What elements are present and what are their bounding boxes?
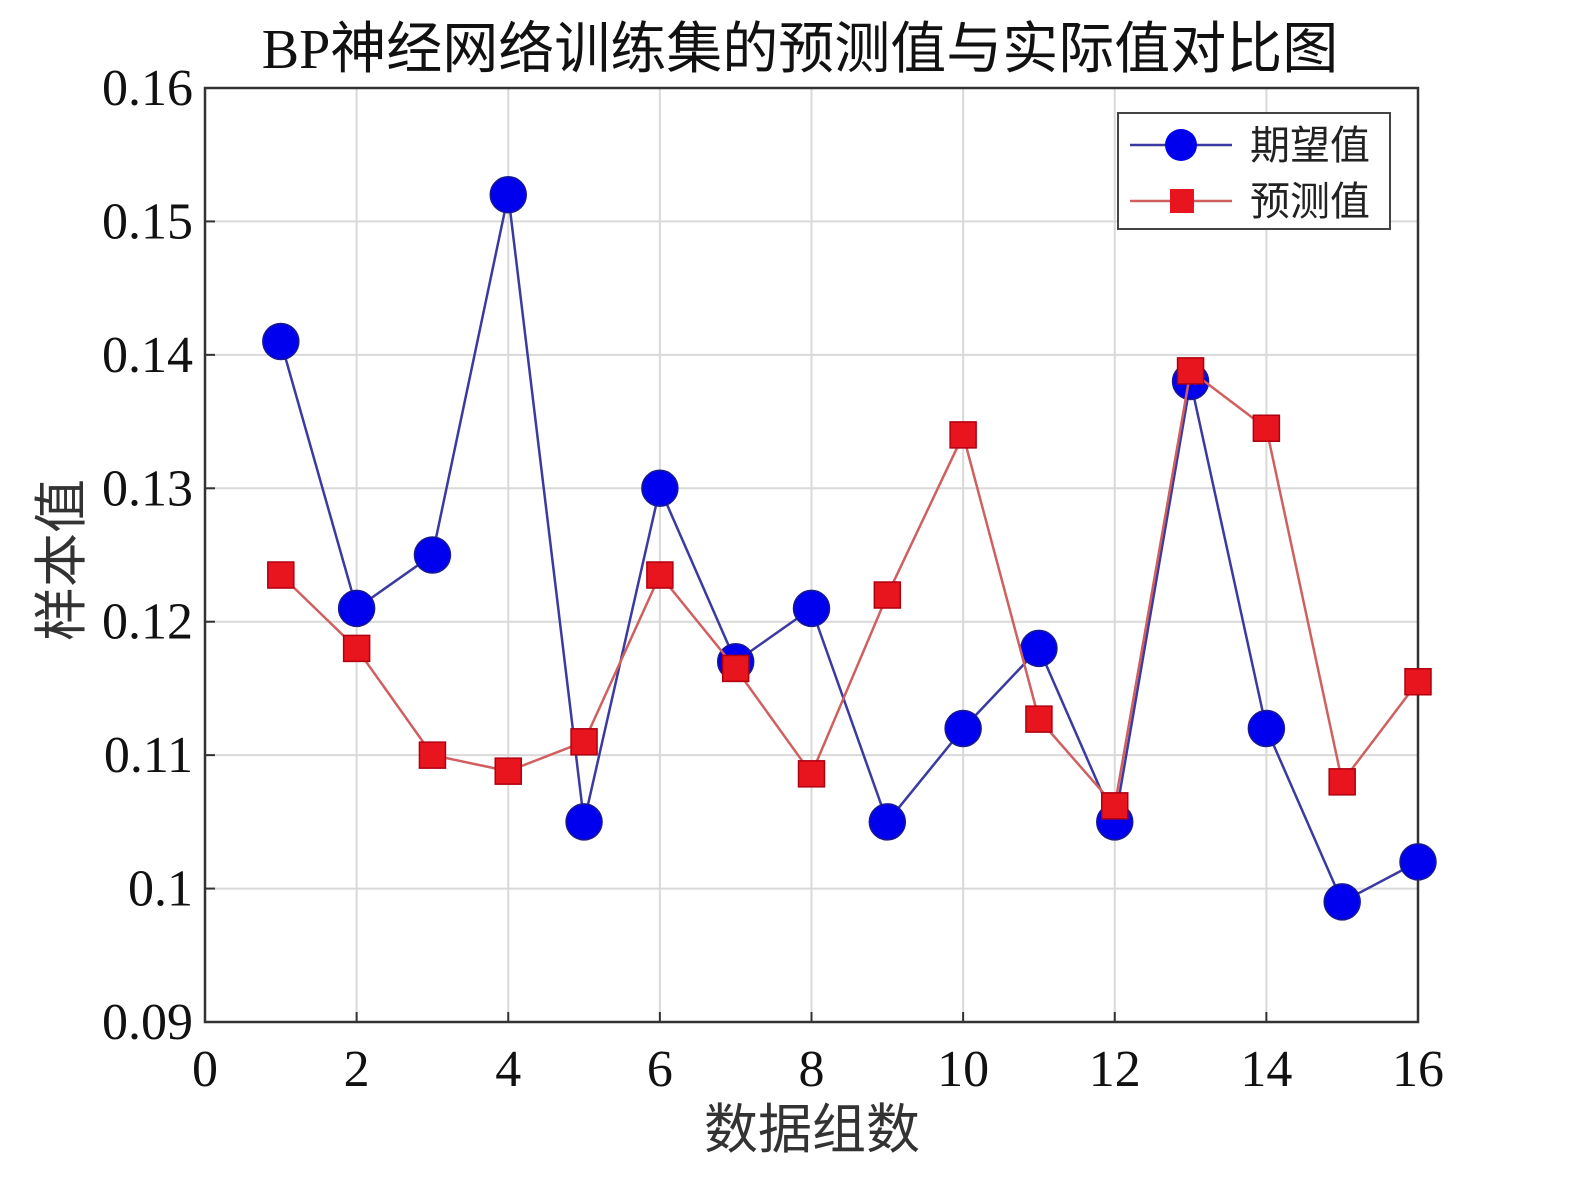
data-point [570,728,598,756]
data-point [944,709,982,748]
data-point [1323,883,1361,921]
legend-box [1117,112,1391,230]
data-point [641,469,679,508]
y-tick-label: 0.12 [102,594,193,651]
y-tick-label: 0.11 [104,727,193,784]
data-point [1399,843,1437,881]
data-point [1176,357,1205,385]
data-point [262,322,300,361]
x-tick-label: 8 [799,1041,825,1098]
x-tick-label: 16 [1392,1041,1444,1098]
data-point [1404,668,1432,696]
data-point [565,803,603,841]
data-point [646,561,674,589]
series-1 [262,175,1437,921]
data-point [721,654,750,683]
x-tick-label: 10 [937,1041,989,1098]
legend-marker [1165,129,1197,161]
y-tick-label: 0.1 [128,861,193,918]
x-tick-label: 0 [192,1041,218,1098]
series-layer [262,175,1437,921]
legend-marker [1170,189,1194,213]
series-2 [267,357,1432,820]
legend-label: 期望值 [1250,123,1370,168]
y-axis-label: 样本值 [32,479,92,641]
data-point [868,803,907,841]
x-tick-label: 12 [1089,1041,1141,1098]
x-tick-label: 6 [647,1041,673,1098]
data-point [1101,792,1129,820]
y-tick-label: 0.13 [102,460,193,517]
data-point [267,561,295,589]
data-point [873,581,902,609]
data-point [797,760,826,788]
y-tick-label: 0.16 [102,60,193,117]
x-tick-label: 4 [495,1041,521,1098]
data-point [413,536,452,574]
data-point [342,634,371,663]
data-point [418,741,447,769]
legend-item: 期望值 [1130,123,1370,168]
axis-ticks: 0 2 4 6 8 10 12 14 16 0.09 0.1 0.11 0.12 0.13 0.14 0.15… [102,60,1444,1098]
y-tick-label: 0.15 [102,193,193,250]
data-point [792,589,831,628]
chart-title: BP神经网络训练集的预测值与实际值对比图 [262,19,1339,81]
x-axis-label: 数据组数 [704,1100,920,1160]
data-point [1328,768,1356,796]
data-point [1247,709,1286,748]
legend-label: 预测值 [1250,179,1370,224]
data-point [489,175,527,214]
x-tick-label: 2 [344,1041,370,1098]
data-point [1025,705,1053,733]
series-line [279,368,1419,809]
data-point [337,589,376,628]
data-point [949,421,977,449]
data-point [1020,629,1058,668]
data-point [494,757,522,785]
data-point [1252,414,1281,442]
x-tick-label: 14 [1240,1041,1292,1098]
legend-item: 预测值 [1130,179,1370,224]
y-tick-label: 0.09 [102,994,193,1051]
y-tick-label: 0.14 [102,327,193,384]
series-line [279,194,1419,904]
